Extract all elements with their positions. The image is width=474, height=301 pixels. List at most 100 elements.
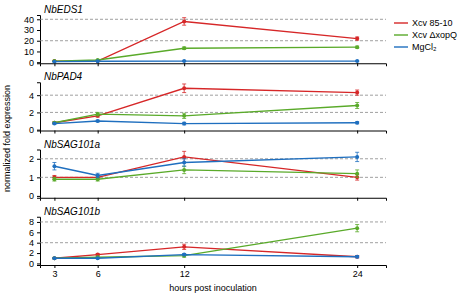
x-tick: 12 bbox=[180, 265, 190, 279]
data-point bbox=[52, 122, 56, 126]
error-bar bbox=[355, 122, 359, 124]
panel: 024NbPAD4 bbox=[29, 71, 387, 135]
error-bar bbox=[182, 18, 186, 26]
x-axis-line bbox=[41, 131, 387, 134]
panel-title: NbEDS1 bbox=[44, 4, 83, 15]
error-bar-cap bbox=[182, 158, 186, 159]
x-tick-mark bbox=[54, 198, 55, 201]
legend-swatch bbox=[394, 22, 408, 23]
x-tick-mark bbox=[357, 63, 358, 66]
series-line bbox=[54, 121, 357, 124]
error-bar bbox=[355, 46, 359, 48]
x-tick bbox=[357, 63, 358, 66]
error-bar bbox=[355, 256, 359, 258]
x-tick bbox=[357, 198, 358, 201]
data-point bbox=[182, 160, 186, 164]
error-bar bbox=[52, 162, 56, 169]
panel-title: NbPAD4 bbox=[44, 71, 83, 82]
y-axis-line bbox=[37, 217, 41, 265]
x-tick-mark bbox=[98, 131, 99, 134]
data-point bbox=[355, 255, 359, 259]
y-tick-mark bbox=[37, 222, 40, 223]
data-point bbox=[355, 59, 359, 63]
error-bar-cap bbox=[355, 95, 359, 96]
data-point bbox=[355, 155, 359, 159]
panel-title: NbSAG101a bbox=[44, 139, 101, 150]
error-bar-cap bbox=[182, 25, 186, 26]
x-tick-mark bbox=[54, 131, 55, 134]
x-tick-mark bbox=[98, 198, 99, 201]
legend-label: Xcv ΔxopQ bbox=[412, 30, 457, 40]
error-bar bbox=[182, 244, 186, 249]
data-point bbox=[96, 112, 100, 116]
x-tick-mark bbox=[357, 131, 358, 134]
y-axis: 024 bbox=[29, 83, 41, 135]
error-bar-cap bbox=[52, 169, 56, 170]
series-line bbox=[54, 157, 357, 176]
x-tick-mark bbox=[98, 265, 99, 268]
y-tick: 4 bbox=[29, 238, 40, 248]
error-bar bbox=[182, 84, 186, 93]
error-bar-cap bbox=[355, 224, 359, 225]
y-axis: 02468 bbox=[29, 217, 41, 269]
data-point bbox=[52, 177, 56, 181]
series-line bbox=[54, 255, 357, 259]
x-axis: 361224 bbox=[41, 265, 387, 279]
y-tick-mark bbox=[37, 30, 40, 31]
x-tick-mark bbox=[184, 131, 185, 134]
data-point bbox=[182, 253, 186, 257]
x-tick bbox=[184, 198, 185, 201]
y-tick-label: 4 bbox=[29, 238, 34, 248]
error-bar bbox=[52, 177, 56, 181]
reference-line bbox=[40, 112, 386, 113]
panel: 010203040NbEDS1normalized fold expressio… bbox=[2, 4, 457, 192]
data-point bbox=[52, 256, 56, 260]
y-tick-label: 0 bbox=[29, 125, 34, 135]
error-bar-cap bbox=[355, 231, 359, 232]
x-tick bbox=[184, 131, 185, 134]
x-tick bbox=[54, 198, 55, 201]
error-bar-cap bbox=[355, 108, 359, 109]
error-bar-cap bbox=[182, 17, 186, 18]
y-tick-label: 10 bbox=[24, 47, 34, 57]
y-tick: 0 bbox=[29, 259, 40, 269]
y-tick: 30 bbox=[24, 25, 40, 35]
data-point bbox=[52, 59, 56, 63]
x-tick: 24 bbox=[353, 265, 363, 279]
legend: Xcv 85-10Xcv ΔxopQMgCl₂ bbox=[394, 18, 457, 52]
x-tick-mark bbox=[184, 63, 185, 66]
y-tick-mark bbox=[37, 51, 40, 52]
data-point bbox=[355, 255, 359, 259]
x-axis bbox=[41, 198, 387, 201]
error-bar-cap bbox=[355, 180, 359, 181]
plot-area bbox=[40, 222, 386, 260]
y-tick-label: 0 bbox=[29, 191, 34, 201]
y-tick-label: 0 bbox=[29, 58, 34, 68]
plot-area bbox=[40, 18, 386, 64]
error-bar bbox=[182, 254, 186, 256]
reference-line bbox=[40, 221, 386, 222]
data-point bbox=[52, 164, 56, 168]
data-point bbox=[182, 122, 186, 126]
error-bar bbox=[355, 170, 359, 177]
y-tick-mark bbox=[37, 130, 40, 131]
error-bar bbox=[182, 47, 186, 50]
series-line bbox=[54, 21, 357, 61]
error-bar-cap bbox=[182, 113, 186, 114]
y-tick-label: 40 bbox=[24, 15, 34, 25]
y-axis: 012 bbox=[29, 150, 41, 201]
y-tick-mark bbox=[37, 177, 40, 178]
error-bar bbox=[96, 173, 100, 177]
data-point bbox=[96, 59, 100, 63]
y-tick-label: 20 bbox=[24, 36, 34, 46]
y-tick-label: 1 bbox=[29, 173, 34, 183]
plot-area bbox=[40, 151, 386, 181]
legend-swatch bbox=[394, 46, 408, 47]
data-point bbox=[52, 256, 56, 260]
error-bar-cap bbox=[182, 92, 186, 93]
error-bar bbox=[355, 256, 359, 258]
y-tick-mark bbox=[37, 263, 40, 264]
y-tick: 20 bbox=[24, 36, 40, 46]
y-tick-label: 6 bbox=[29, 228, 34, 238]
panel-title: NbSAG101b bbox=[44, 206, 101, 217]
